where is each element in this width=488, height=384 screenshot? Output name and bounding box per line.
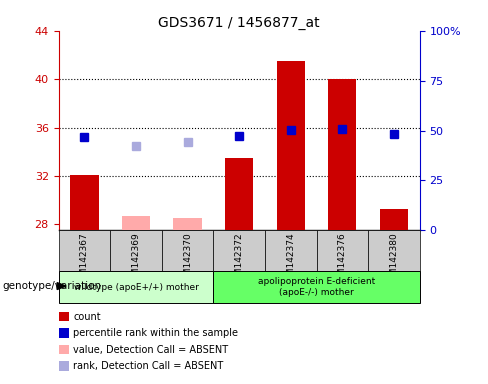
- Bar: [59, 230, 110, 271]
- Bar: [110, 230, 162, 271]
- Bar: [213, 271, 420, 303]
- Bar: [225, 158, 253, 230]
- Text: wildtype (apoE+/+) mother: wildtype (apoE+/+) mother: [74, 283, 199, 291]
- Text: percentile rank within the sample: percentile rank within the sample: [73, 328, 238, 338]
- Text: value, Detection Call = ABSENT: value, Detection Call = ABSENT: [73, 345, 228, 355]
- Text: GSM142372: GSM142372: [235, 232, 244, 287]
- Bar: [70, 175, 99, 230]
- Text: GSM142367: GSM142367: [80, 232, 89, 287]
- Text: genotype/variation: genotype/variation: [2, 281, 102, 291]
- Text: GSM142376: GSM142376: [338, 232, 347, 287]
- Bar: [368, 230, 420, 271]
- Bar: [213, 230, 265, 271]
- Text: GSM142370: GSM142370: [183, 232, 192, 287]
- Bar: [328, 79, 357, 230]
- Bar: [173, 218, 202, 230]
- Text: rank, Detection Call = ABSENT: rank, Detection Call = ABSENT: [73, 361, 224, 371]
- Bar: [265, 230, 317, 271]
- Title: GDS3671 / 1456877_at: GDS3671 / 1456877_at: [158, 16, 320, 30]
- Bar: [380, 209, 408, 230]
- Text: count: count: [73, 312, 101, 322]
- Text: GSM142369: GSM142369: [131, 232, 141, 287]
- Bar: [277, 61, 305, 230]
- Bar: [162, 230, 213, 271]
- Polygon shape: [57, 283, 66, 290]
- Text: GSM142374: GSM142374: [286, 232, 295, 287]
- Bar: [317, 230, 368, 271]
- Bar: [59, 271, 213, 303]
- Text: GSM142380: GSM142380: [389, 232, 398, 287]
- Bar: [122, 216, 150, 230]
- Text: apolipoprotein E-deficient
(apoE-/-) mother: apolipoprotein E-deficient (apoE-/-) mot…: [258, 277, 375, 297]
